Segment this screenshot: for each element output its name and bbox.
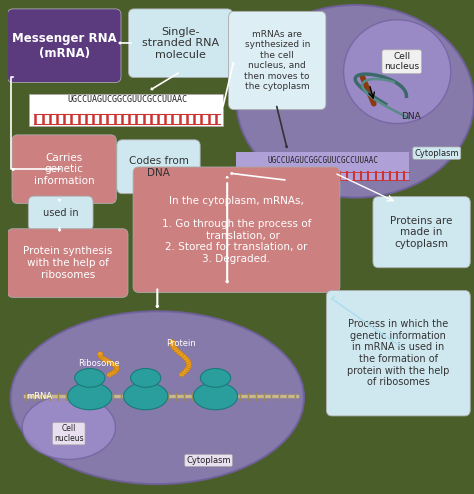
Ellipse shape [172,346,177,350]
Text: Cell
nucleus: Cell nucleus [54,424,83,444]
Text: In the cytoplasm, mRNAs,

1. Go through the process of
    translation, or
2. St: In the cytoplasm, mRNAs, 1. Go through t… [162,196,311,264]
Ellipse shape [186,360,191,365]
FancyBboxPatch shape [237,152,409,180]
Ellipse shape [179,372,184,376]
Text: Cytoplasm: Cytoplasm [414,149,459,158]
Ellipse shape [170,340,175,344]
Ellipse shape [110,362,116,367]
Ellipse shape [185,366,191,370]
Ellipse shape [101,357,107,361]
Text: mRNAs are
synthesized in
the cell
nucleus, and
then moves to
the cytoplasm: mRNAs are synthesized in the cell nucleu… [245,30,310,91]
Ellipse shape [201,369,231,387]
Ellipse shape [68,382,112,410]
FancyBboxPatch shape [228,11,326,110]
FancyBboxPatch shape [117,140,200,194]
Ellipse shape [104,358,109,363]
Ellipse shape [98,352,103,356]
Text: Cell
nucleus: Cell nucleus [384,52,419,72]
Ellipse shape [170,342,175,346]
Ellipse shape [130,369,161,387]
Text: Messenger RNA
(mRNA): Messenger RNA (mRNA) [12,32,117,60]
Ellipse shape [100,356,105,360]
Text: UGCCUAGUCGGCGUUCGCCUUAAC: UGCCUAGUCGGCGUUCGCCUUAAC [267,156,378,165]
Ellipse shape [181,354,186,358]
Ellipse shape [186,364,191,369]
Ellipse shape [106,360,112,364]
Ellipse shape [173,348,179,352]
FancyBboxPatch shape [12,135,116,204]
Ellipse shape [114,366,119,370]
Ellipse shape [98,354,104,359]
Text: Ribosome: Ribosome [78,359,120,368]
Ellipse shape [124,382,168,410]
Text: Process in which the
genetic information
in mRNA is used in
the formation of
pro: Process in which the genetic information… [347,319,449,387]
Ellipse shape [344,20,451,124]
Ellipse shape [111,370,117,374]
FancyBboxPatch shape [8,9,121,82]
Ellipse shape [113,365,119,369]
FancyBboxPatch shape [133,167,340,292]
Ellipse shape [237,5,474,198]
Ellipse shape [183,356,188,361]
Ellipse shape [184,358,190,363]
Ellipse shape [109,371,115,376]
Ellipse shape [107,372,112,377]
FancyBboxPatch shape [8,229,128,297]
Text: Proteins are
made in
cytoplasm: Proteins are made in cytoplasm [391,215,453,249]
Ellipse shape [178,352,184,356]
Ellipse shape [182,370,187,374]
Ellipse shape [114,368,119,372]
Ellipse shape [193,382,237,410]
Ellipse shape [109,361,114,365]
Text: Protein: Protein [166,339,195,348]
Text: DNA: DNA [401,112,421,121]
Ellipse shape [22,395,115,459]
Text: Carries
genetic
information: Carries genetic information [34,153,94,186]
Text: mRNA: mRNA [26,392,52,401]
FancyBboxPatch shape [28,196,93,231]
FancyBboxPatch shape [327,290,470,416]
FancyBboxPatch shape [29,94,222,126]
Ellipse shape [170,344,176,348]
Ellipse shape [186,362,191,367]
Text: used in: used in [43,208,79,218]
Ellipse shape [98,353,103,357]
Ellipse shape [183,368,189,372]
Ellipse shape [112,364,118,368]
Text: Codes from
DNA: Codes from DNA [128,156,189,177]
FancyBboxPatch shape [128,9,233,78]
Text: Protein synthesis
with the help of
ribosomes: Protein synthesis with the help of ribos… [23,247,112,280]
Ellipse shape [10,311,304,484]
Text: Cytoplasm: Cytoplasm [186,456,231,465]
Text: Single-
stranded RNA
molecule: Single- stranded RNA molecule [142,27,219,60]
Ellipse shape [75,369,105,387]
Ellipse shape [176,350,182,354]
Text: UGCCUAGUCGGCGUUCGCCUUAAC: UGCCUAGUCGGCGUUCGCCUUAAC [67,95,187,104]
Ellipse shape [113,369,118,373]
FancyBboxPatch shape [373,197,470,268]
